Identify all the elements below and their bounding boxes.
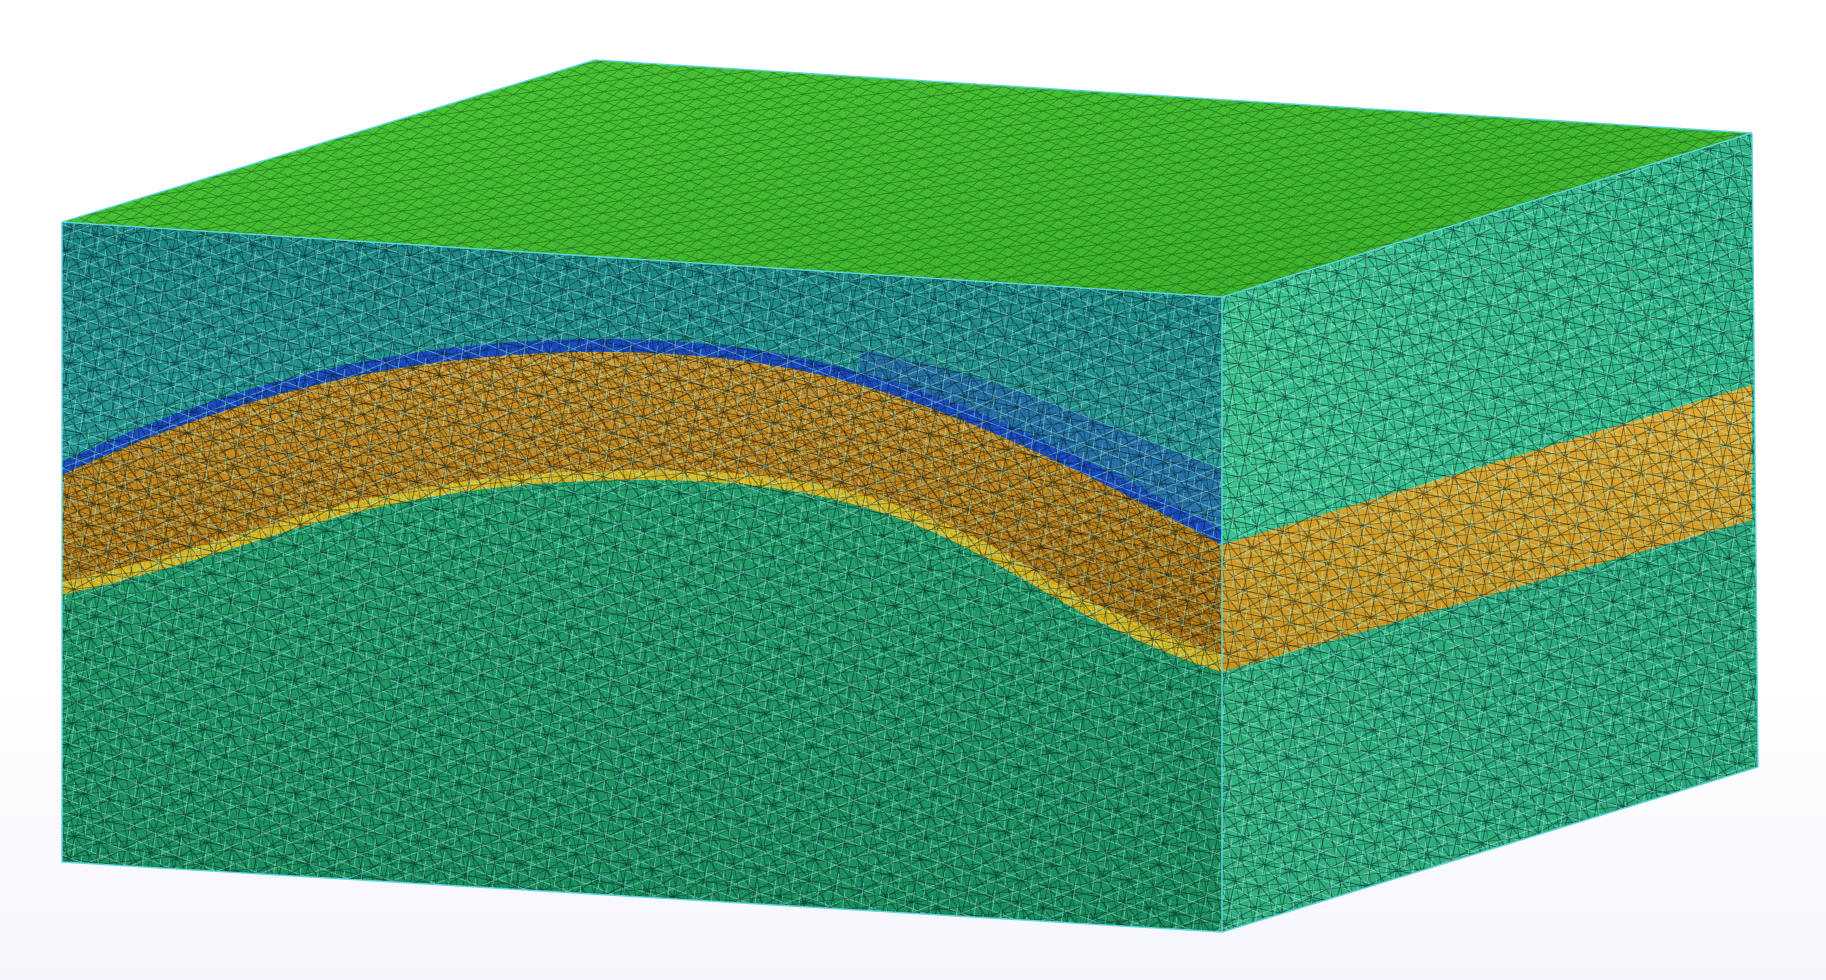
- block-outline: [61, 59, 1759, 933]
- top-face: [62, 60, 1752, 297]
- side-face: [1222, 133, 1758, 932]
- front-face: [62, 222, 1222, 932]
